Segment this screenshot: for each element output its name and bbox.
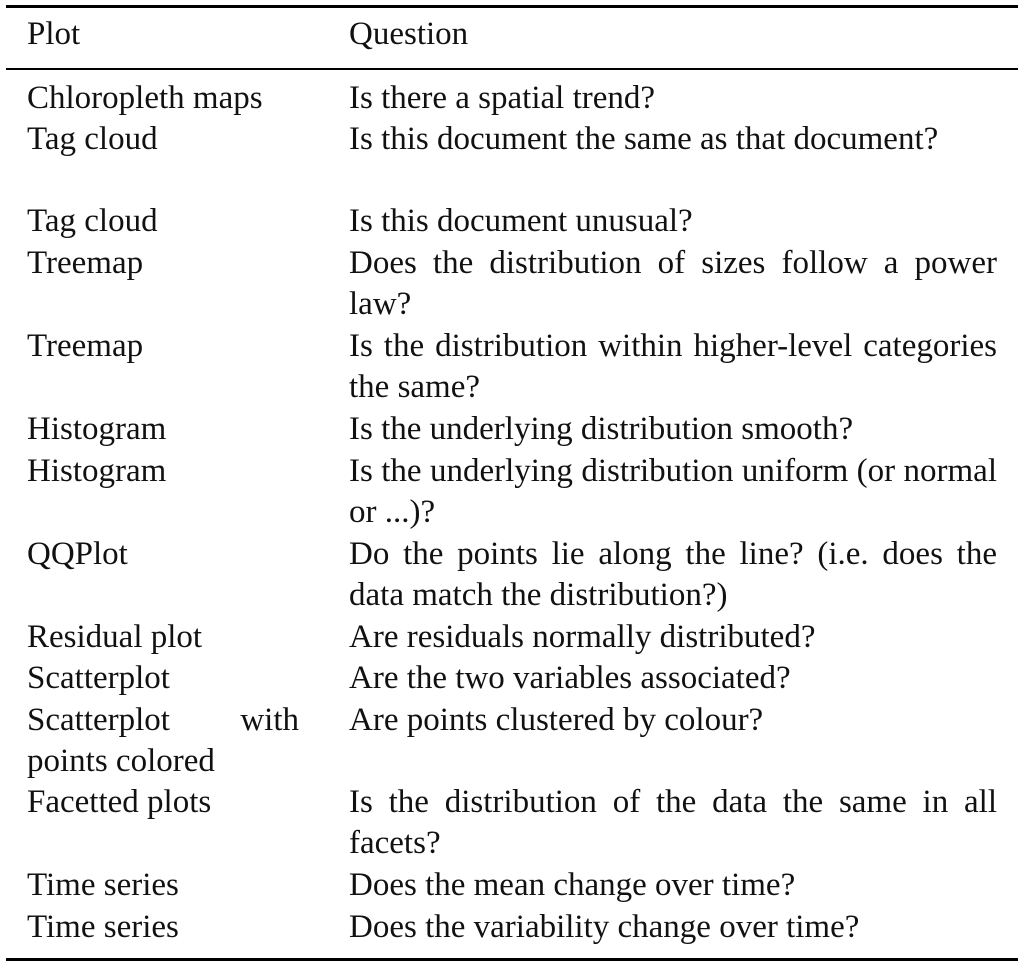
plot-cell: Facetted plots [27, 784, 212, 820]
question-cell: Are points clustered by colour? [349, 702, 764, 738]
question-cell: Do the points lie along the line? (i.e. … [349, 536, 997, 613]
question-cell: Is the underlying distribution uniform (… [349, 453, 997, 530]
bottom-rule [6, 958, 1018, 961]
plot-cell: Chloropleth maps [27, 80, 263, 116]
plot-cell: Tag cloud [27, 121, 158, 157]
plot-cell: Residual plot [27, 619, 203, 655]
question-cell: Is the underlying distribution smooth? [349, 411, 854, 447]
question-cell: Is there a spatial trend? [349, 80, 656, 116]
question-cell: Is this document the same as that docu­m… [349, 121, 939, 157]
plot-cell: Treemap [27, 328, 144, 364]
plot-cell: Scatterplot [27, 660, 170, 696]
question-cell: Is the distribution of the data the same… [349, 784, 997, 861]
plot-cell: Treemap [27, 245, 144, 281]
header-question: Question [349, 16, 469, 52]
plot-cell: Time series [27, 909, 179, 945]
plot-cell: Histogram [27, 453, 167, 489]
plot-cell: Histogram [27, 411, 167, 447]
question-cell: Are residuals normally distributed? [349, 619, 816, 655]
question-cell: Is this document unusual? [349, 203, 693, 239]
header-rule [6, 68, 1018, 70]
question-cell: Is the distribution within higher-level … [349, 328, 997, 405]
question-cell: Are the two variables associated? [349, 660, 791, 696]
question-cell: Does the mean change over time? [349, 867, 796, 903]
plot-cell: Scatterplot with points colored [27, 702, 299, 779]
question-cell: Does the variability change over time? [349, 909, 860, 945]
plot-cell: Tag cloud [27, 203, 158, 239]
plot-cell: Time series [27, 867, 179, 903]
question-cell: Does the distribution of sizes follow a … [349, 245, 997, 322]
plot-cell: QQPlot [27, 536, 128, 572]
top-rule [6, 5, 1018, 8]
header-plot: Plot [27, 16, 81, 52]
